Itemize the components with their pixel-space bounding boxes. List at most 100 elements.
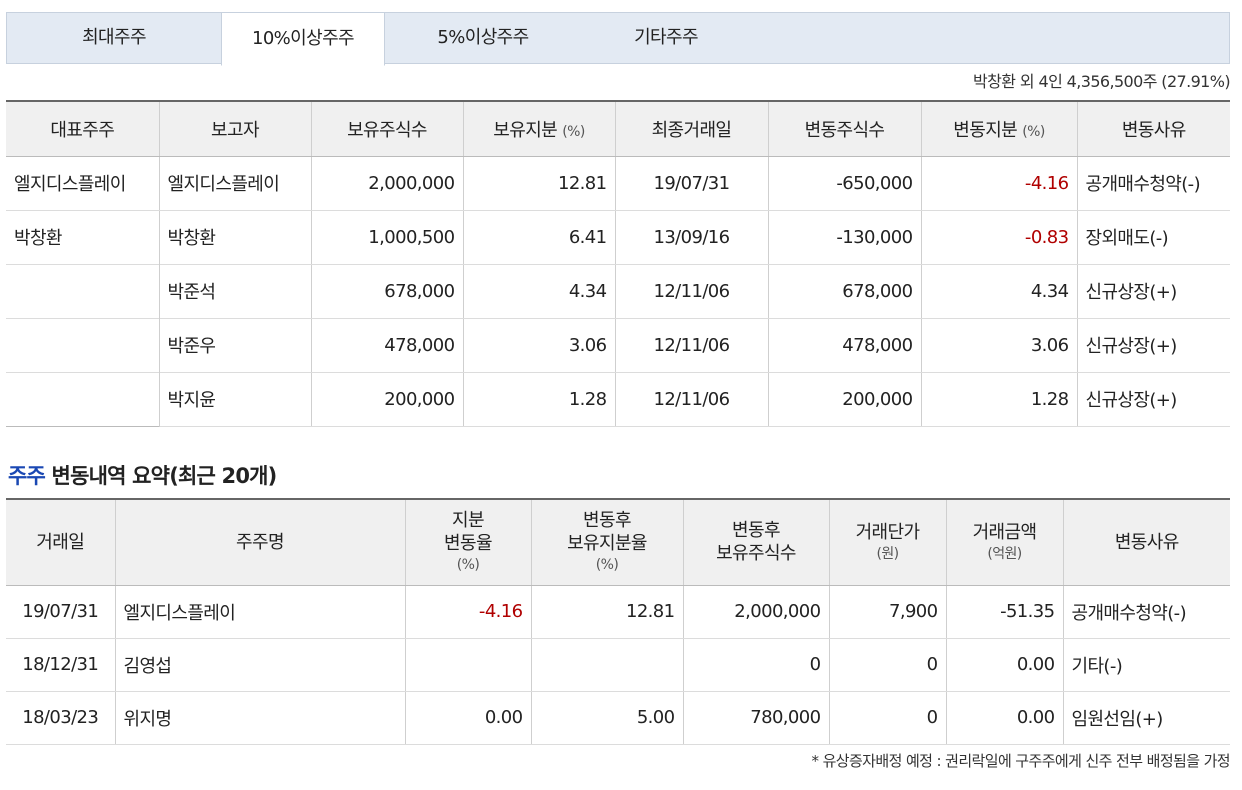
col-header-rate: 지분 변동율 (%): [405, 499, 532, 586]
rate-cell: [405, 638, 532, 692]
col-header-after-rate-line1: 변동후: [583, 510, 631, 532]
table-row: 박지윤 200,000 1.28 12/11/06 200,000 1.28 신…: [6, 371, 1230, 427]
amount-cell: 0.00: [946, 691, 1064, 745]
col-header-after-shares-line2: 보유주식수: [716, 543, 796, 565]
change-stake-cell: 3.06: [921, 318, 1078, 373]
stake-cell: 3.06: [463, 318, 616, 373]
shares-cell: 678,000: [311, 264, 464, 319]
stake-cell: 1.28: [463, 372, 616, 427]
col-header-date: 거래일: [6, 499, 116, 586]
holder-name-cell: 위지명: [115, 691, 406, 745]
change-reason-cell: 임원선임(+): [1063, 691, 1230, 745]
col-header-stake-unit: (%): [562, 123, 585, 140]
col-header-rep: 대표주주: [6, 101, 160, 157]
change-shares-cell: -130,000: [768, 210, 922, 265]
col-header-rate-unit: (%): [456, 557, 480, 574]
table-row: 박준석 678,000 4.34 12/11/06 678,000 4.34 신…: [6, 263, 1230, 319]
section-title-highlight: 주주: [8, 464, 46, 488]
col-header-price-unit: (원): [876, 545, 899, 562]
col-header-change-stake: 변동지분 (%): [921, 101, 1078, 157]
holders-header-row: 대표주주 보고자 보유주식수 보유지분 (%) 최종거래일 변동주식수 변동지분…: [6, 101, 1230, 157]
col-header-price: 거래단가 (원): [829, 499, 947, 586]
stake-cell: 6.41: [463, 210, 616, 265]
change-stake-cell: -4.16: [921, 156, 1078, 211]
col-header-rate-line2: 변동율: [444, 533, 492, 555]
col-header-change-stake-unit: (%): [1022, 123, 1045, 140]
stake-cell: 12.81: [463, 156, 616, 211]
rep-holder-cell: [6, 371, 160, 426]
change-stake-cell: 1.28: [921, 372, 1078, 427]
after-shares-cell: 2,000,000: [683, 585, 830, 639]
table-row: 박준우 478,000 3.06 12/11/06 478,000 3.06 신…: [6, 317, 1230, 373]
holders-summary: 박창환 외 4인 4,356,500주 (27.91%): [973, 72, 1231, 91]
tab-5pct-shareholder[interactable]: 5%이상주주: [437, 27, 529, 48]
amount-cell: -51.35: [946, 585, 1064, 639]
after-rate-cell: [531, 638, 684, 692]
holder-name-cell: 김영섭: [115, 638, 406, 692]
col-header-amount: 거래금액 (억원): [946, 499, 1064, 586]
holders-table: 대표주주 보고자 보유주식수 보유지분 (%) 최종거래일 변동주식수 변동지분…: [6, 100, 1230, 427]
section-title-rest: 변동내역 요약(최근 20개): [45, 464, 278, 488]
table-row: 19/07/31 엘지디스플레이 -4.16 12.81 2,000,000 7…: [6, 585, 1230, 639]
after-shares-cell: 780,000: [683, 691, 830, 745]
holder-name-cell: 엘지디스플레이: [115, 585, 406, 639]
col-header-stake: 보유지분 (%): [463, 101, 616, 157]
last-date-cell: 19/07/31: [615, 156, 769, 211]
col-header-rate-line1: 지분: [452, 510, 485, 532]
reporter-cell: 박지윤: [159, 372, 312, 427]
change-reason-cell: 기타(-): [1063, 638, 1230, 692]
date-cell: 18/03/23: [6, 691, 116, 745]
reason-cell: 신규상장(+): [1077, 372, 1230, 427]
rep-holder-cell: [6, 263, 160, 318]
last-date-cell: 12/11/06: [615, 318, 769, 373]
change-shares-cell: -650,000: [768, 156, 922, 211]
last-date-cell: 13/09/16: [615, 210, 769, 265]
reason-cell: 공개매수청약(-): [1077, 156, 1230, 211]
after-shares-cell: 0: [683, 638, 830, 692]
change-shares-cell: 678,000: [768, 264, 922, 319]
col-header-change-reason: 변동사유: [1063, 499, 1230, 586]
reporter-cell: 박준우: [159, 318, 312, 373]
col-header-amount-unit: (억원): [987, 545, 1022, 562]
col-header-change-shares: 변동주식수: [768, 101, 922, 157]
change-stake-cell: 4.34: [921, 264, 1078, 319]
date-cell: 19/07/31: [6, 585, 116, 639]
col-header-shares: 보유주식수: [311, 101, 464, 157]
price-cell: 0: [829, 638, 947, 692]
shares-cell: 200,000: [311, 372, 464, 427]
col-header-stake-label: 보유지분: [493, 119, 558, 141]
tab-10pct-shareholder[interactable]: 10%이상주주: [221, 12, 385, 66]
after-rate-cell: 5.00: [531, 691, 684, 745]
rate-cell: -4.16: [405, 585, 532, 639]
change-shares-cell: 478,000: [768, 318, 922, 373]
col-header-name: 주주명: [115, 499, 406, 586]
changes-header-row: 거래일 주주명 지분 변동율 (%) 변동후 보유지분율 (%) 변동후 보유주…: [6, 499, 1230, 586]
price-cell: 0: [829, 691, 947, 745]
last-date-cell: 12/11/06: [615, 372, 769, 427]
change-reason-cell: 공개매수청약(-): [1063, 585, 1230, 639]
rep-holder-cell: 엘지디스플레이: [6, 156, 160, 211]
shares-cell: 1,000,500: [311, 210, 464, 265]
tab-largest-shareholder[interactable]: 최대주주: [82, 27, 146, 48]
col-header-change-stake-label: 변동지분: [953, 119, 1018, 141]
col-header-reporter: 보고자: [159, 101, 312, 157]
table-row: 박창환 박창환 1,000,500 6.41 13/09/16 -130,000…: [6, 210, 1230, 265]
change-shares-cell: 200,000: [768, 372, 922, 427]
section-title: 주주 변동내역 요약(최근 20개): [8, 460, 278, 490]
reporter-cell: 엘지디스플레이: [159, 156, 312, 211]
shares-cell: 478,000: [311, 318, 464, 373]
rep-holder-cell: [6, 317, 160, 372]
col-header-price-line1: 거래단가: [855, 521, 920, 543]
after-rate-cell: 12.81: [531, 585, 684, 639]
col-header-amount-line1: 거래금액: [972, 521, 1037, 543]
change-stake-cell: -0.83: [921, 210, 1078, 265]
date-cell: 18/12/31: [6, 638, 116, 692]
col-header-after-shares-line1: 변동후: [732, 520, 780, 542]
rate-cell: 0.00: [405, 691, 532, 745]
col-header-after-rate-line2: 보유지분율: [567, 533, 647, 555]
rep-holder-cell: 박창환: [6, 210, 160, 264]
col-header-after-rate-unit: (%): [595, 557, 619, 574]
last-date-cell: 12/11/06: [615, 264, 769, 319]
tab-other-shareholder[interactable]: 기타주주: [634, 27, 698, 48]
col-header-reason: 변동사유: [1077, 101, 1230, 157]
